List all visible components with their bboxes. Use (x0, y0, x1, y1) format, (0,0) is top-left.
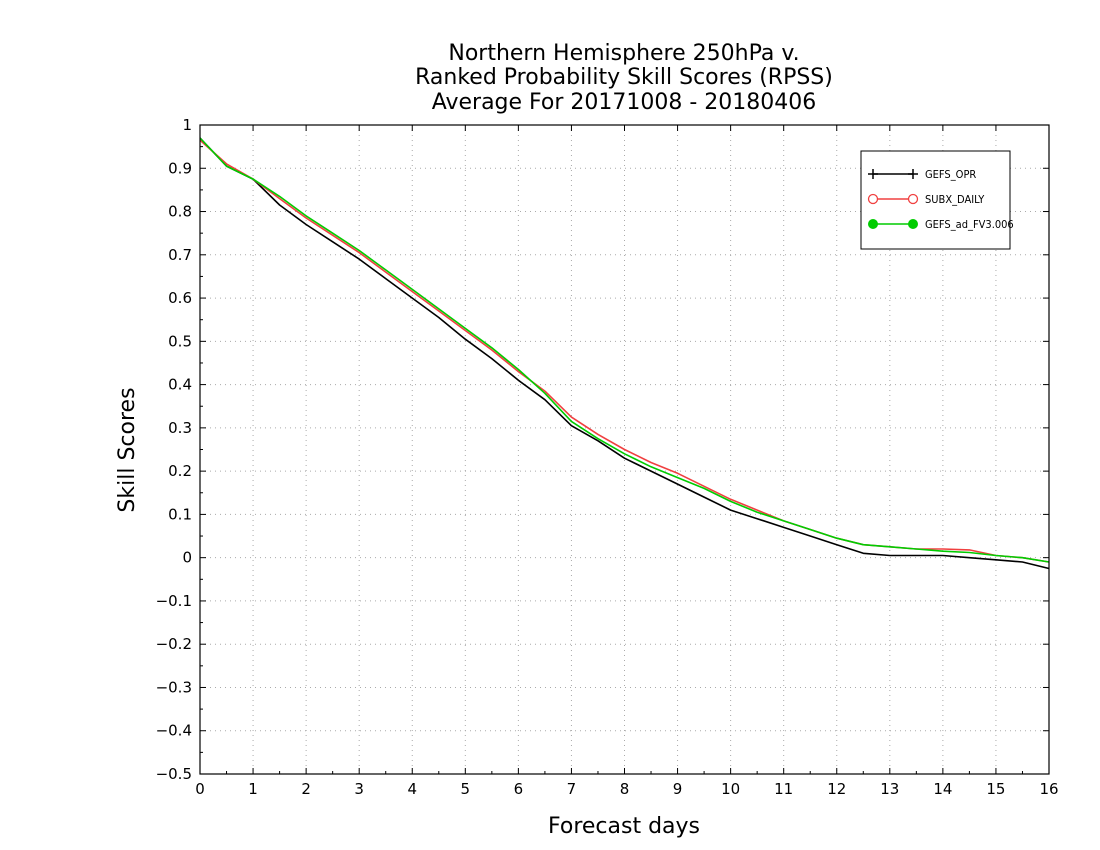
x-tick-label: 8 (620, 780, 630, 798)
x-tick-label: 0 (195, 780, 205, 798)
y-tick-label: 0 (182, 549, 192, 567)
x-tick-label: 12 (827, 780, 846, 798)
x-tick-label: 3 (354, 780, 364, 798)
x-axis-label: Forecast days (548, 814, 700, 839)
x-tick-label: 4 (407, 780, 417, 798)
x-tick-label: 2 (301, 780, 311, 798)
x-tick-label: 11 (774, 780, 793, 798)
y-tick-label: 0.6 (168, 289, 192, 307)
axes: 0 1 2 3 4 5 6 7 8 9 10 11 12 13 14 15 16−0.5−0.4−0.3−0.2… (156, 116, 1059, 798)
grid (200, 125, 1049, 774)
y-tick-label: −0.2 (156, 635, 192, 653)
x-tick-label: 7 (567, 780, 577, 798)
y-tick-label: −0.5 (156, 765, 192, 783)
y-tick-label: 0.8 (168, 203, 192, 221)
chart-title: Northern Hemisphere 250hPa v. Ranked Pro… (415, 41, 833, 115)
legend-marker-filled-circle (908, 219, 918, 229)
y-tick-label: 1 (182, 116, 192, 134)
x-tick-label: 10 (721, 780, 740, 798)
legend-marker-open-circle (907, 193, 919, 205)
x-tick-label: 16 (1039, 780, 1058, 798)
chart-title-line-1: Northern Hemisphere 250hPa v. (448, 41, 799, 66)
legend-box (860, 150, 1011, 250)
y-tick-label: −0.1 (156, 592, 192, 610)
legend-label: SUBX_DAILY (925, 193, 985, 206)
x-tick-label: 14 (933, 780, 952, 798)
y-tick-label: 0.3 (168, 419, 192, 437)
x-tick-label: 6 (514, 780, 524, 798)
chart-title-line-3: Average For 20171008 - 20180406 (432, 90, 817, 115)
y-tick-label: 0.9 (168, 159, 192, 177)
series-lines (199, 137, 1050, 570)
series-line-0 (199, 137, 1050, 570)
series-line-2 (199, 137, 1050, 563)
legend-label: GEFS_OPR (925, 168, 976, 181)
legend: GEFS_OPR SUBX_DAILY GEFS_ad_FV3.006 (860, 150, 1014, 250)
y-tick-label: 0.1 (168, 505, 192, 523)
x-tick-label: 1 (248, 780, 258, 798)
y-tick-label: 0.2 (168, 462, 192, 480)
y-tick-label: 0.5 (168, 332, 192, 350)
y-tick-label: −0.3 (156, 678, 192, 696)
y-tick-label: −0.4 (156, 722, 192, 740)
x-tick-label: 9 (673, 780, 683, 798)
x-tick-label: 13 (880, 780, 899, 798)
x-tick-label: 15 (986, 780, 1005, 798)
y-tick-label: 0.7 (168, 246, 192, 264)
legend-marker-open-circle (867, 193, 879, 205)
x-tick-label: 5 (461, 780, 471, 798)
y-axis-label: Skill Scores (115, 387, 140, 512)
y-tick-label: 0.4 (168, 376, 192, 394)
chart-title-line-2: Ranked Probability Skill Scores (RPSS) (415, 65, 833, 90)
legend-marker-filled-circle (868, 219, 878, 229)
legend-label: GEFS_ad_FV3.006 (925, 218, 1014, 231)
